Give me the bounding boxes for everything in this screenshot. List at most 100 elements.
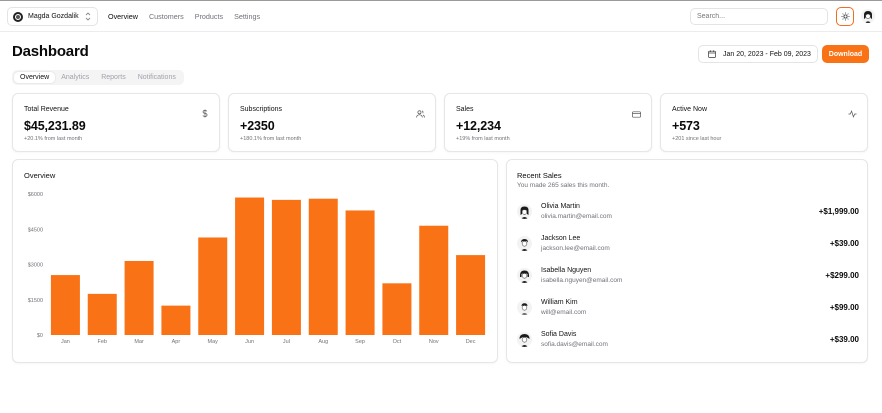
x-tick-label: Feb <box>98 339 107 345</box>
team-avatar-icon <box>13 11 23 22</box>
stat-subtext: +19% from last month <box>456 136 510 142</box>
bar-jan[interactable] <box>50 275 80 335</box>
top-navbar: Magda Gozdalik Overview Customers Produc… <box>0 1 882 32</box>
window-top-border <box>0 0 882 1</box>
user-avatar[interactable] <box>861 9 875 23</box>
download-button[interactable]: Download <box>822 45 869 63</box>
x-tick-label: May <box>208 339 219 345</box>
calendar-icon <box>708 50 716 58</box>
x-tick-label: Aug <box>318 339 328 345</box>
date-range-text: Jan 20, 2023 - Feb 09, 2023 <box>723 50 811 58</box>
customer-name: William Kim <box>541 299 578 306</box>
bar-jul[interactable] <box>271 199 301 335</box>
stat-value: +12,234 <box>456 119 501 133</box>
users-icon <box>416 105 425 123</box>
stat-subtext: +201 since last hour <box>672 136 722 142</box>
stat-card-total-revenue: Total Revenue $45,231.89 +20.1% from las… <box>12 93 220 152</box>
bar-feb[interactable] <box>87 293 117 335</box>
stat-subtext: +20.1% from last month <box>24 136 83 142</box>
nav-link-settings[interactable]: Settings <box>234 12 261 21</box>
nav-link-customers[interactable]: Customers <box>148 12 184 21</box>
x-tick-label: Mar <box>134 339 144 345</box>
y-tick-label: $4500 <box>28 227 43 233</box>
overview-bar-chart: $0 $1500 $3000 $4500 $6000 Jan Feb Mar Apr May Jun… <box>28 192 486 345</box>
sale-row[interactable]: William Kim will@email.com +$99.00 <box>517 298 859 318</box>
customer-email: olivia.martin@email.com <box>541 213 612 220</box>
chevron-up-down-icon <box>85 12 91 23</box>
customer-email: jackson.lee@email.com <box>541 245 610 252</box>
sun-icon <box>840 12 850 21</box>
recent-sales-card: Recent Sales You made 265 sales this mon… <box>506 159 868 363</box>
dashboard-tabs: Overview Analytics Reports Notifications <box>12 70 184 85</box>
sale-row[interactable]: Olivia Martin olivia.martin@email.com +$… <box>517 202 859 222</box>
customer-avatar <box>517 236 532 251</box>
customer-avatar <box>517 332 532 347</box>
y-tick-label: $0 <box>37 333 43 339</box>
stat-title: Subscriptions <box>240 106 283 113</box>
team-name: Magda Gozdalik <box>28 13 79 20</box>
y-tick-label: $6000 <box>28 192 43 198</box>
bar-dec[interactable] <box>456 255 486 335</box>
sale-amount: +$99.00 <box>829 303 859 312</box>
bar-oct[interactable] <box>382 283 412 335</box>
sale-amount: +$1,999.00 <box>818 207 859 216</box>
tab-reports[interactable]: Reports <box>101 74 126 81</box>
stat-value: +573 <box>672 119 700 133</box>
bar-nov[interactable] <box>419 225 449 335</box>
sale-row[interactable]: Jackson Lee jackson.lee@email.com +$39.0… <box>517 234 859 254</box>
x-tick-label: Nov <box>429 339 439 345</box>
tab-overview[interactable]: Overview <box>14 72 56 83</box>
x-tick-label: Jun <box>245 339 254 345</box>
dollar-icon <box>201 105 209 123</box>
sale-row[interactable]: Isabella Nguyen isabella.nguyen@email.co… <box>517 266 859 286</box>
stat-title: Sales <box>456 106 474 113</box>
credit-card-icon <box>632 105 641 123</box>
tab-analytics[interactable]: Analytics <box>61 74 90 81</box>
theme-toggle-button[interactable] <box>836 7 854 26</box>
customer-name: Olivia Martin <box>541 203 580 210</box>
main-nav: Overview Customers Products Settings <box>108 12 271 21</box>
stat-value: $45,231.89 <box>24 119 86 133</box>
customer-avatar <box>517 300 532 315</box>
customer-name: Jackson Lee <box>541 235 581 242</box>
stat-title: Active Now <box>672 106 708 113</box>
page-title: Dashboard <box>12 43 89 60</box>
tab-notifications[interactable]: Notifications <box>137 74 176 81</box>
bar-may[interactable] <box>198 237 228 335</box>
stat-title: Total Revenue <box>24 106 69 113</box>
sale-row[interactable]: Sofia Davis sofia.davis@email.com +$39.0… <box>517 330 859 350</box>
bar-apr[interactable] <box>161 305 191 335</box>
stat-value: +2350 <box>240 119 275 133</box>
x-tick-label: Dec <box>466 339 476 345</box>
x-tick-label: Jul <box>283 339 290 345</box>
sale-amount: +$299.00 <box>825 271 859 280</box>
overview-chart-card: Overview $0 $1500 $3000 $4500 $6000 Jan Feb Mar… <box>12 159 498 363</box>
recent-sales-title: Recent Sales <box>517 171 562 180</box>
recent-sales-subtitle: You made 265 sales this month. <box>517 182 610 189</box>
nav-link-overview[interactable]: Overview <box>108 12 138 21</box>
search-input[interactable] <box>690 8 828 25</box>
date-range-picker[interactable]: Jan 20, 2023 - Feb 09, 2023 <box>698 45 818 63</box>
customer-avatar <box>517 268 532 283</box>
x-tick-label: Oct <box>393 339 402 345</box>
bar-mar[interactable] <box>124 260 154 335</box>
stat-subtext: +180.1% from last month <box>240 136 302 142</box>
bar-jun[interactable] <box>235 197 265 335</box>
stat-card-subscriptions: Subscriptions +2350 +180.1% from last mo… <box>228 93 436 152</box>
bar-sep[interactable] <box>345 210 375 335</box>
nav-link-products[interactable]: Products <box>194 12 224 21</box>
x-tick-label: Jan <box>61 339 70 345</box>
stat-card-active-now: Active Now +573 +201 since last hour <box>660 93 868 152</box>
customer-email: sofia.davis@email.com <box>541 341 608 348</box>
bar-aug[interactable] <box>308 198 338 335</box>
y-tick-label: $3000 <box>28 263 43 269</box>
customer-avatar <box>517 204 532 219</box>
customer-email: will@email.com <box>541 309 587 316</box>
activity-icon <box>848 105 857 123</box>
customer-email: isabella.nguyen@email.com <box>541 277 623 284</box>
customer-name: Isabella Nguyen <box>541 267 592 274</box>
team-switcher[interactable]: Magda Gozdalik <box>7 7 98 26</box>
stat-card-sales: Sales +12,234 +19% from last month <box>444 93 652 152</box>
sale-amount: +$39.00 <box>829 239 859 248</box>
overview-title: Overview <box>24 171 56 180</box>
